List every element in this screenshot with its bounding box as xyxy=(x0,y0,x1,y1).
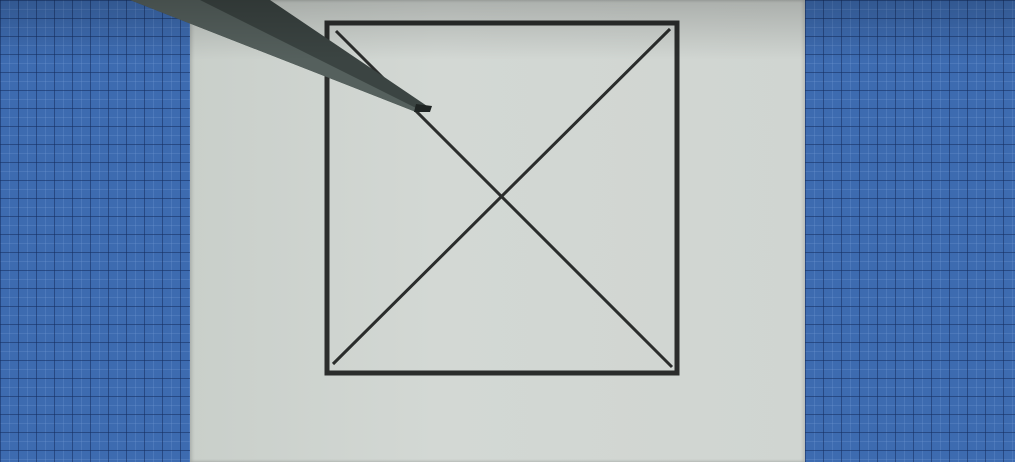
cutting-mat-left xyxy=(0,0,190,462)
paper-sheet xyxy=(190,0,805,462)
pen-tip-icon xyxy=(130,0,432,112)
square-outline xyxy=(324,20,680,376)
cutting-mat-right xyxy=(805,0,1015,462)
diagonal-line-b xyxy=(331,27,672,366)
